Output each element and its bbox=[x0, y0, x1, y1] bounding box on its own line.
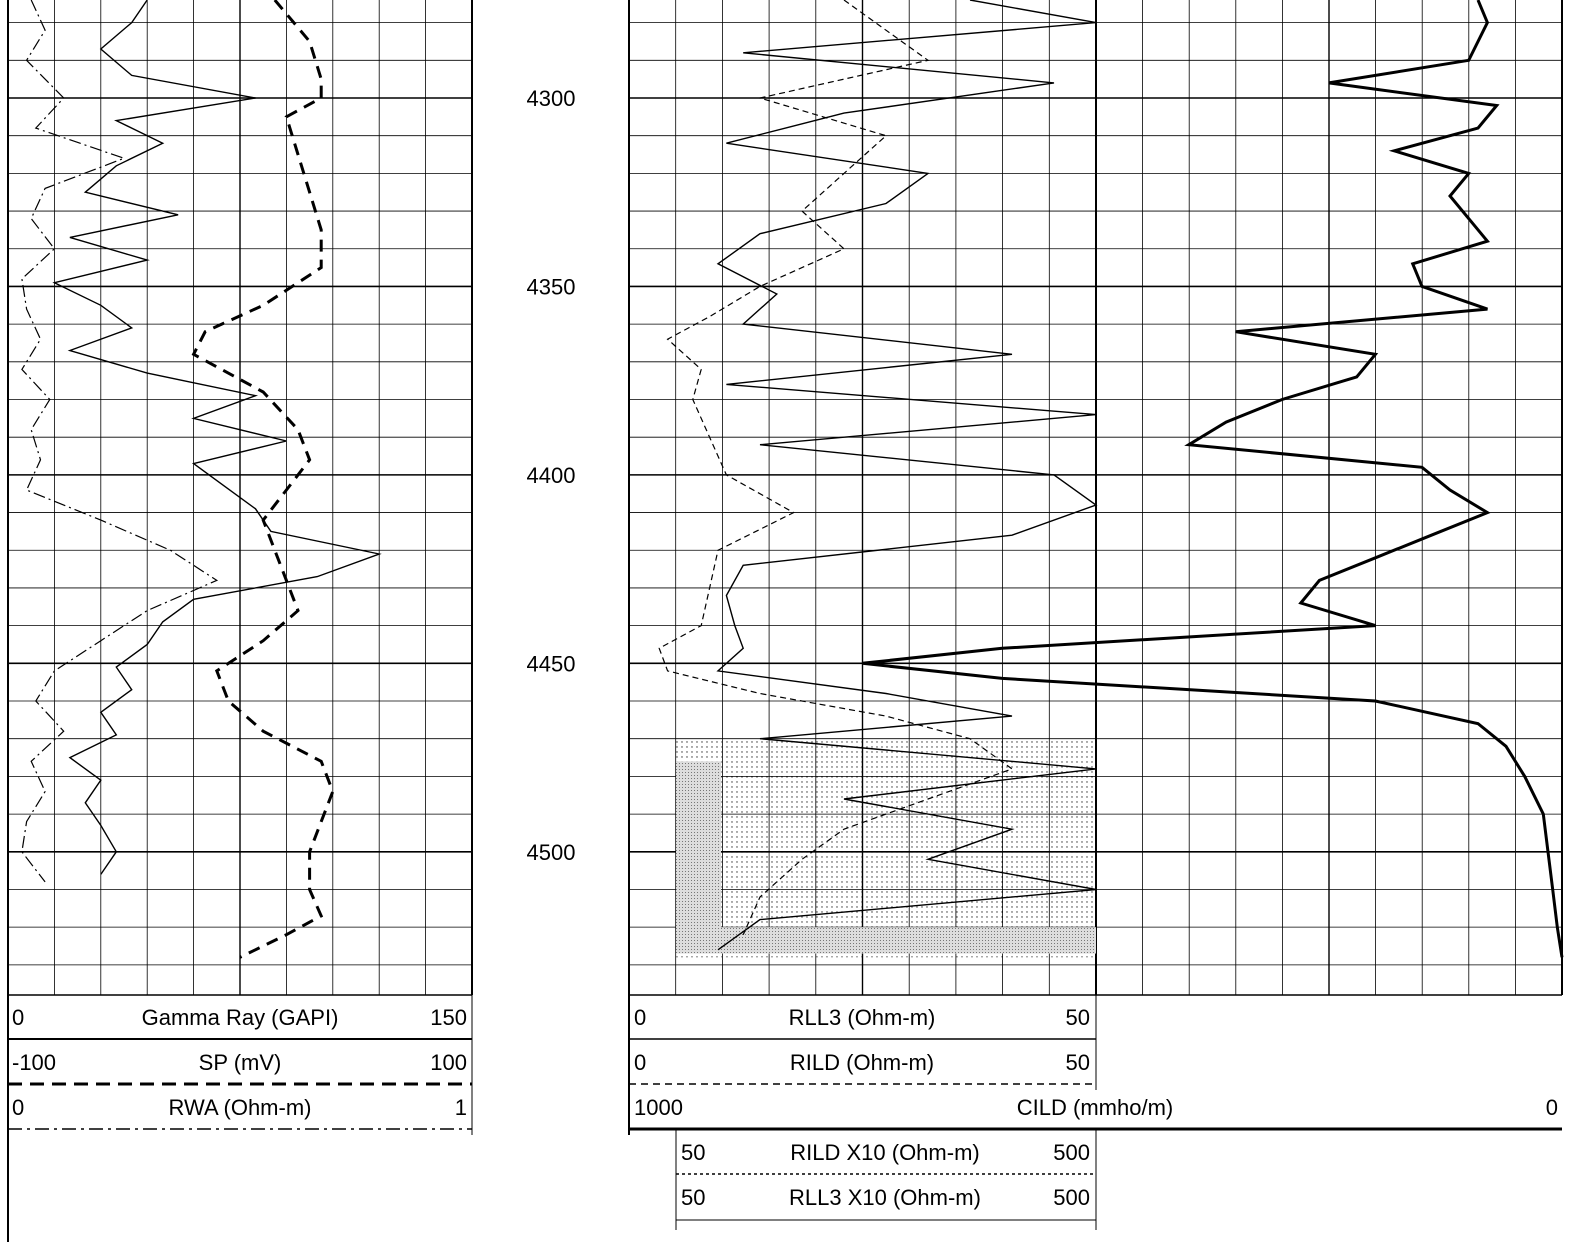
gamma-ray-curve bbox=[52, 0, 382, 875]
rll3-x10-max: 500 bbox=[1053, 1185, 1090, 1210]
rild-x10-max: 500 bbox=[1053, 1140, 1090, 1165]
depth-tick-label: 4350 bbox=[527, 274, 576, 299]
rll3-name: RLL3 (Ohm-m) bbox=[789, 1005, 936, 1030]
rll3-x10-min: 50 bbox=[681, 1185, 705, 1210]
rild-x10-name: RILD X10 (Ohm-m) bbox=[790, 1140, 979, 1165]
dotted-fill bbox=[676, 738, 1096, 958]
depth-axis: 4300 4350 4400 4450 4500 bbox=[527, 86, 576, 865]
sp-min: -100 bbox=[12, 1050, 56, 1075]
track-grid-3 bbox=[1095, 0, 1563, 996]
rild-name: RILD (Ohm-m) bbox=[790, 1050, 934, 1075]
cild-name: CILD (mmho/m) bbox=[1017, 1095, 1173, 1120]
rwa-curve bbox=[21, 0, 219, 883]
gr-name: Gamma Ray (GAPI) bbox=[142, 1005, 339, 1030]
sp-max: 100 bbox=[430, 1050, 467, 1075]
log-fills bbox=[676, 738, 1096, 958]
log-grids bbox=[7, 0, 1563, 996]
depth-tick-label: 4400 bbox=[527, 463, 576, 488]
legend-header: 0 Gamma Ray (GAPI) 150 -100 SP (mV) 100 … bbox=[7, 995, 1562, 1242]
rild-x10-min: 50 bbox=[681, 1140, 705, 1165]
shaded-fill bbox=[721, 927, 1096, 954]
rll3-x10-name: RLL3 X10 (Ohm-m) bbox=[789, 1185, 981, 1210]
log-curves bbox=[21, 0, 1564, 959]
track-grid-1 bbox=[7, 0, 473, 996]
cild-min: 1000 bbox=[634, 1095, 683, 1120]
rll3-min: 0 bbox=[634, 1005, 646, 1030]
gr-min: 0 bbox=[12, 1005, 24, 1030]
sp-curve bbox=[191, 0, 335, 959]
rild-curve bbox=[658, 0, 1014, 935]
rwa-max: 1 bbox=[455, 1095, 467, 1120]
depth-tick-label: 4450 bbox=[527, 651, 576, 676]
gr-max: 150 bbox=[430, 1005, 467, 1030]
cild-curve bbox=[862, 0, 1564, 958]
rll3-max: 50 bbox=[1066, 1005, 1090, 1030]
rild-min: 0 bbox=[634, 1050, 646, 1075]
cild-max: 0 bbox=[1546, 1095, 1558, 1120]
rwa-name: RWA (Ohm-m) bbox=[169, 1095, 312, 1120]
sp-name: SP (mV) bbox=[199, 1050, 282, 1075]
rild-max: 50 bbox=[1066, 1050, 1090, 1075]
depth-tick-label: 4500 bbox=[527, 840, 576, 865]
depth-tick-label: 4300 bbox=[527, 86, 576, 111]
shaded-fill bbox=[676, 761, 721, 954]
rwa-min: 0 bbox=[12, 1095, 24, 1120]
